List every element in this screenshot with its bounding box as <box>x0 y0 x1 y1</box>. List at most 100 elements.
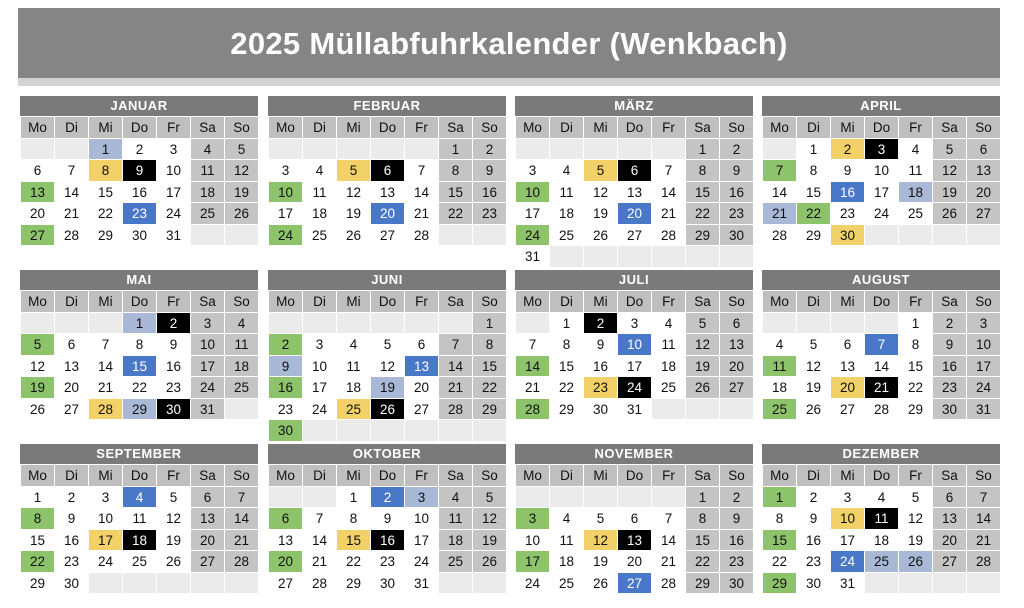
day-cell: 2 <box>472 137 506 159</box>
day-cell: 6 <box>932 485 966 507</box>
month-name: NOVEMBER <box>515 444 753 464</box>
weekday-header: Di <box>549 290 583 312</box>
day-cell: 23 <box>156 376 190 398</box>
day-cell: 29 <box>796 223 830 245</box>
day-cell: 28 <box>762 223 796 245</box>
day-cell: 28 <box>651 223 685 245</box>
empty-cell <box>370 137 404 159</box>
weekday-header: Mi <box>830 290 864 312</box>
day-cell: 1 <box>20 485 54 507</box>
day-cell: 7 <box>224 485 258 507</box>
month-juli: JULI Mo Di Mi Do Fr Sa So 1 2 3 4 5 6 7 8 9 10 11 12 13 14 15 1… <box>515 270 753 419</box>
empty-cell <box>54 137 88 159</box>
day-cell: 23 <box>583 376 617 398</box>
day-cell: 12 <box>156 507 190 529</box>
day-cell: 21 <box>515 376 549 398</box>
empty-cell <box>719 245 753 267</box>
day-cell: 20 <box>404 376 438 398</box>
month-juni: JUNI Mo Di Mi Do Fr Sa So 1 2 3 4 5 6 7 8 9 10 11 12 13 14 15 1… <box>268 270 506 441</box>
day-cell: 28 <box>966 550 1000 572</box>
day-cell: 23 <box>54 550 88 572</box>
day-cell: 17 <box>830 528 864 550</box>
day-cell: 4 <box>898 137 932 159</box>
day-cell: 21 <box>404 202 438 224</box>
day-cell: 5 <box>796 333 830 355</box>
month-name: DEZEMBER <box>762 444 1000 464</box>
day-cell: 8 <box>685 159 719 181</box>
day-cell: 23 <box>122 202 156 224</box>
weekday-header: Sa <box>190 116 224 138</box>
day-cell: 16 <box>719 528 753 550</box>
day-cell: 11 <box>762 354 796 376</box>
empty-cell <box>651 485 685 507</box>
day-cell: 26 <box>583 223 617 245</box>
day-cell: 8 <box>472 333 506 355</box>
day-cell: 9 <box>719 159 753 181</box>
day-cell: 19 <box>583 202 617 224</box>
day-cell: 23 <box>719 550 753 572</box>
month-grid: Mo Di Mi Do Fr Sa So 1 2 3 4 5 6 7 8 9 10 11 12 13 14 15 16 17 1… <box>762 290 1000 419</box>
month-april: APRIL Mo Di Mi Do Fr Sa So 1 2 3 4 5 6 7 8 9 10 11 12 13 14 15… <box>762 96 1000 245</box>
day-cell: 12 <box>370 354 404 376</box>
weekday-header: Fr <box>898 290 932 312</box>
day-cell: 5 <box>156 485 190 507</box>
day-cell: 23 <box>268 397 302 419</box>
empty-cell <box>864 223 898 245</box>
day-cell: 3 <box>268 159 302 181</box>
weekday-header: Mi <box>583 290 617 312</box>
day-cell: 20 <box>268 550 302 572</box>
month-name: JANUAR <box>20 96 258 116</box>
weekday-header: Mi <box>336 116 370 138</box>
day-cell: 13 <box>966 159 1000 181</box>
day-cell: 14 <box>651 180 685 202</box>
day-cell: 2 <box>370 485 404 507</box>
day-cell: 3 <box>302 333 336 355</box>
day-cell: 10 <box>515 180 549 202</box>
day-cell: 6 <box>830 333 864 355</box>
weekday-header: Mo <box>515 116 549 138</box>
day-cell: 20 <box>370 202 404 224</box>
day-cell: 3 <box>515 507 549 529</box>
day-cell: 9 <box>830 159 864 181</box>
day-cell: 3 <box>190 311 224 333</box>
day-cell: 14 <box>864 354 898 376</box>
weekday-header: Do <box>370 464 404 486</box>
day-cell: 1 <box>685 485 719 507</box>
day-cell: 6 <box>190 485 224 507</box>
empty-cell <box>898 223 932 245</box>
weekday-header: Di <box>796 116 830 138</box>
day-cell: 6 <box>617 159 651 181</box>
day-cell: 5 <box>685 311 719 333</box>
day-cell: 5 <box>932 137 966 159</box>
day-cell: 26 <box>20 397 54 419</box>
day-cell: 6 <box>54 333 88 355</box>
empty-cell <box>651 397 685 419</box>
day-cell: 1 <box>336 485 370 507</box>
day-cell: 21 <box>966 528 1000 550</box>
day-cell: 1 <box>122 311 156 333</box>
day-cell: 27 <box>966 202 1000 224</box>
day-cell: 4 <box>864 485 898 507</box>
empty-cell <box>515 485 549 507</box>
weekday-header: Mi <box>830 464 864 486</box>
month-name: JUNI <box>268 270 506 290</box>
day-cell: 11 <box>336 354 370 376</box>
month-grid: Mo Di Mi Do Fr Sa So 1 2 3 4 5 6 7 8 9 10 11 12 13 14 15 16 17 1… <box>20 116 258 245</box>
weekday-header: So <box>966 464 1000 486</box>
month-dezember: DEZEMBER Mo Di Mi Do Fr Sa So 1 2 3 4 5 6 7 8 9 10 11 12 13 1… <box>762 444 1000 593</box>
day-cell: 16 <box>54 528 88 550</box>
day-cell: 3 <box>404 485 438 507</box>
day-cell: 27 <box>932 550 966 572</box>
month-grid: Mo Di Mi Do Fr Sa So 1 2 3 4 5 6 7 8 9 10 11 12 13 14 15 16 17 1… <box>762 116 1000 245</box>
day-cell: 17 <box>966 354 1000 376</box>
day-cell: 18 <box>224 354 258 376</box>
day-cell: 3 <box>966 311 1000 333</box>
day-cell: 19 <box>370 376 404 398</box>
day-cell: 15 <box>685 180 719 202</box>
month-november: NOVEMBER Mo Di Mi Do Fr Sa So 1 2 3 4 5 6 7 8 9 10 11 12 13 1… <box>515 444 753 593</box>
day-cell: 9 <box>796 507 830 529</box>
weekday-header: Di <box>796 290 830 312</box>
day-cell: 18 <box>438 528 472 550</box>
day-cell: 1 <box>685 137 719 159</box>
weekday-header: Do <box>617 290 651 312</box>
